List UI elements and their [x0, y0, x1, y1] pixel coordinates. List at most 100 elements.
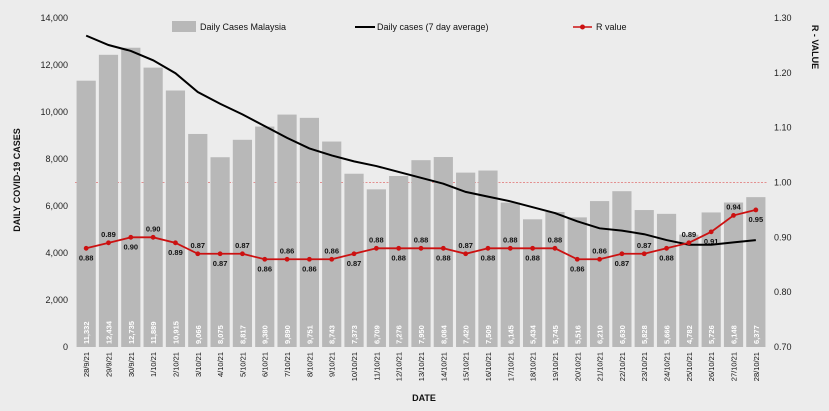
r-point [552, 245, 558, 251]
y2-tick-label: 0.80 [774, 287, 792, 297]
case-bar [589, 201, 610, 347]
r-point [619, 251, 625, 257]
case-bar [545, 211, 565, 347]
legend-avg-label: Daily cases (7 day average) [377, 22, 489, 32]
bar-value-label: 6,630 [618, 325, 627, 344]
r-value-label: 0.88 [436, 253, 451, 262]
y-axis-title: DAILY COVID-19 CASES [12, 128, 22, 232]
r-value-labels: 0.88 0.89 0.90 0.90 0.89 0.87 0.87 0.87 0.86 0.86… [79, 202, 763, 273]
bar-value-label: 6,148 [730, 325, 739, 344]
r-point [597, 256, 602, 262]
case-bar [723, 202, 744, 347]
y-tick-label: 2,000 [45, 295, 68, 305]
case-bar [500, 202, 520, 347]
date-label: 30/9/21 [127, 352, 136, 377]
r-value-label: 0.87 [235, 241, 250, 250]
date-label: 8/10/21 [305, 352, 314, 377]
case-bar [746, 197, 766, 347]
r-point [329, 256, 335, 262]
bar-value-label: 6,145 [506, 325, 515, 344]
date-label: 19/10/21 [551, 352, 560, 381]
r-point [150, 234, 156, 240]
r-value-label: 0.87 [190, 241, 205, 250]
bar-value-label: 8,084 [439, 324, 448, 344]
case-bar [277, 114, 297, 348]
bar-value-label: 7,373 [350, 325, 359, 344]
r-point [530, 245, 536, 251]
case-bar [634, 210, 654, 347]
date-label: 7/10/21 [283, 352, 292, 377]
r-value-label: 0.89 [101, 230, 116, 239]
r-value-label: 0.88 [525, 253, 540, 262]
date-label: 20/10/21 [573, 352, 582, 381]
y2-tick-label: 1.20 [774, 68, 792, 78]
r-point [753, 207, 759, 213]
r-value-label: 0.87 [213, 259, 228, 268]
bar-value-label: 10,915 [171, 321, 180, 344]
case-bar [344, 173, 364, 347]
y2-tick-label: 1.00 [774, 178, 792, 188]
legend: Daily Cases Malaysia Daily cases (7 day … [172, 21, 627, 32]
case-bar [433, 157, 453, 347]
bar-series [76, 47, 766, 348]
case-bar [366, 189, 386, 347]
bar-value-label: 6,709 [372, 325, 381, 344]
date-label: 28/9/21 [82, 352, 91, 377]
r-point [373, 245, 379, 251]
bar-value-label: 5,745 [551, 325, 560, 344]
case-bar [143, 67, 163, 348]
r-value-label: 0.86 [257, 264, 272, 273]
date-label: 18/10/21 [529, 352, 538, 381]
date-label: 23/10/21 [640, 352, 649, 381]
date-label: 13/10/21 [417, 352, 426, 381]
right-axis-ticks: 0.70 0.80 0.90 1.00 1.10 1.20 1.30 [774, 13, 792, 352]
r-value-label: 0.88 [503, 235, 518, 244]
y2-tick-label: 1.30 [774, 13, 792, 23]
r-point [686, 240, 692, 246]
r-point [485, 245, 491, 251]
y-tick-label: 14,000 [40, 13, 68, 23]
date-label: 1/10/21 [149, 352, 158, 377]
bar-value-labels: 11,332 12,434 12,735 11,889 10,915 9,066 8,075… [82, 320, 761, 344]
case-bar [165, 90, 186, 347]
case-bar [322, 141, 342, 347]
r-value-label: 0.87 [637, 241, 652, 250]
case-bar [567, 217, 587, 347]
r-point [240, 251, 245, 257]
r-value-label: 0.88 [391, 253, 406, 262]
r-point [128, 234, 134, 240]
r-point [641, 251, 647, 257]
r-point [306, 256, 312, 262]
bar-value-label: 9,066 [194, 325, 203, 344]
r-value-label: 0.95 [749, 215, 764, 224]
bar-value-label: 7,509 [484, 325, 493, 344]
bar-value-label: 11,332 [82, 321, 91, 344]
date-label: 22/10/21 [618, 352, 627, 381]
date-label: 11/10/21 [372, 352, 381, 381]
date-label: 26/10/21 [707, 352, 716, 381]
bar-value-label: 4,782 [685, 325, 694, 344]
bar-value-label: 8,817 [238, 325, 247, 344]
date-label: 21/10/21 [596, 352, 605, 381]
case-bar [299, 117, 319, 347]
bar-value-label: 7,950 [417, 325, 426, 344]
r-point [574, 256, 580, 262]
legend-bar-swatch [172, 21, 196, 32]
legend-r-dot [580, 24, 585, 30]
bar-value-label: 5,828 [640, 325, 649, 344]
r-point [664, 245, 669, 251]
r-value-label: 0.89 [168, 248, 183, 257]
r-point [106, 240, 111, 246]
case-bar [411, 160, 431, 347]
left-axis-ticks: 0 2,000 4,000 6,000 8,000 10,000 12,000 14,000 [40, 13, 68, 352]
bar-value-label: 9,890 [283, 325, 292, 344]
x-axis-title: DATE [412, 393, 436, 403]
case-bar [456, 172, 476, 347]
r-value-label: 0.90 [124, 242, 139, 251]
r-point [173, 240, 178, 246]
date-axis-labels: 28/9/21 29/9/21 30/9/21 1/10/21 2/10/21 3/10/… [82, 352, 761, 381]
case-bar [232, 139, 253, 347]
r-value-series [83, 207, 759, 262]
r-value-label: 0.87 [615, 259, 630, 268]
case-bar [701, 212, 721, 347]
